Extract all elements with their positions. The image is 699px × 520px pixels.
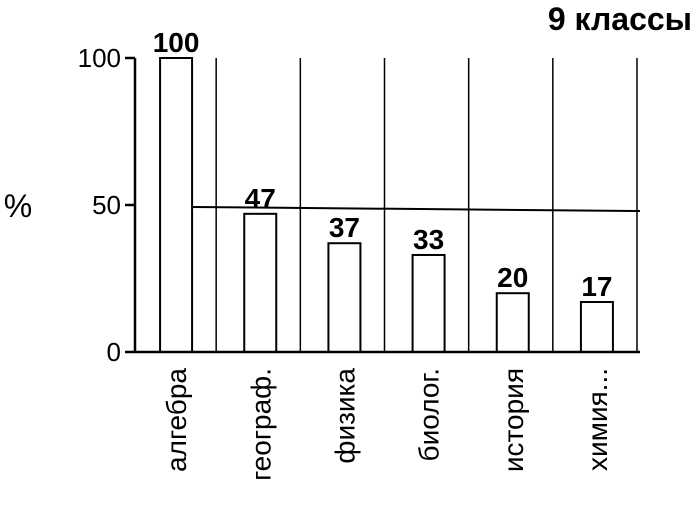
- data-label: 100: [153, 27, 200, 58]
- data-label: 33: [413, 224, 444, 255]
- bar: [327, 242, 362, 353]
- bars: [159, 57, 614, 354]
- horizontal-grid-line-50: [192, 206, 641, 212]
- category-label: географ.: [245, 368, 276, 481]
- y-axis-label: %: [4, 188, 32, 224]
- category-label: физика: [329, 368, 360, 464]
- bar: [243, 212, 278, 353]
- bar: [159, 57, 194, 353]
- category-label: алгебра: [161, 368, 192, 472]
- y-tick-label: 100: [78, 43, 121, 73]
- bar: [495, 292, 530, 354]
- grid-lines: [192, 58, 641, 352]
- data-label: 17: [581, 271, 612, 302]
- data-label: 20: [497, 262, 528, 293]
- y-tick-labels: 0 50 100: [78, 43, 121, 367]
- bar: [411, 253, 446, 353]
- data-labels: 100 47 37 33 20 17: [153, 27, 613, 302]
- bar: [579, 301, 614, 353]
- category-label: химия...: [582, 368, 613, 471]
- category-label: биолог.: [414, 368, 445, 461]
- data-label: 47: [245, 183, 276, 214]
- category-labels: алгебра географ. физика биолог. история химия…: [161, 368, 613, 481]
- category-label: история: [498, 368, 529, 472]
- axes: [125, 56, 640, 354]
- y-tick-label: 50: [92, 190, 121, 220]
- chart-title: 9 классы: [548, 1, 692, 37]
- data-label: 37: [329, 212, 360, 243]
- y-tick-label: 0: [107, 337, 121, 367]
